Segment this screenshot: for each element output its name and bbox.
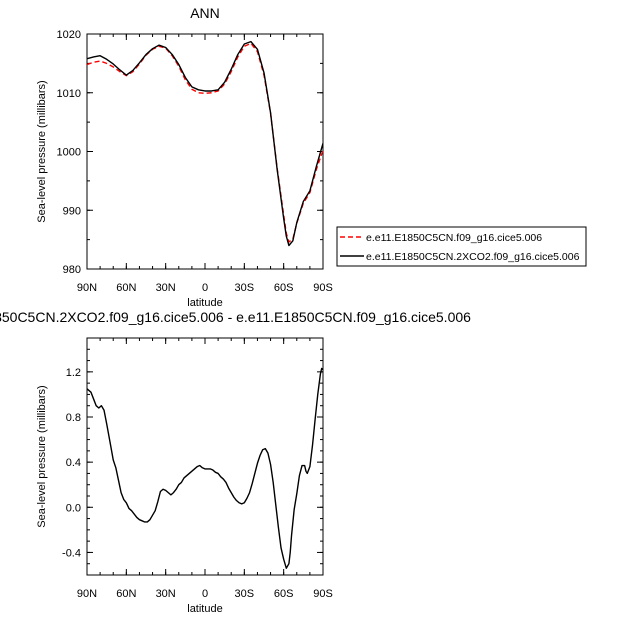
x-tick-label: 60S bbox=[274, 282, 294, 294]
x-tick-label: 90S bbox=[313, 588, 333, 600]
plot-frame bbox=[86, 337, 324, 576]
series-line-0 bbox=[87, 367, 323, 569]
x-axis-label: latitude bbox=[187, 603, 222, 615]
x-tick-label: 30N bbox=[156, 588, 176, 600]
x-tick-label: 90N bbox=[77, 588, 97, 600]
x-tick-label: 0 bbox=[202, 588, 208, 600]
x-tick-label: 90N bbox=[77, 282, 97, 294]
x-tick-label: 30N bbox=[156, 282, 176, 294]
series-line-0 bbox=[87, 42, 323, 243]
y-tick-label: 980 bbox=[63, 264, 81, 276]
legend-label: e.e11.E1850C5CN.2XCO2.f09_g16.cice5.006 bbox=[366, 251, 580, 263]
x-axis-label: latitude bbox=[187, 297, 222, 309]
y-tick-label: -0.4 bbox=[62, 547, 81, 559]
x-tick-label: 0 bbox=[202, 282, 208, 294]
y-tick-label: 0.8 bbox=[66, 412, 81, 424]
chart-title: ANN bbox=[190, 5, 220, 21]
y-tick-label: 990 bbox=[63, 205, 81, 217]
y-tick-label: 1020 bbox=[57, 29, 81, 41]
x-tick-label: 30S bbox=[235, 282, 255, 294]
x-tick-label: 60N bbox=[116, 282, 136, 294]
legend-box bbox=[336, 226, 587, 267]
panel-climatology: ANN 980 990 1000 1010 1020 90N 60N 30N 0 30S 60S 90S… bbox=[36, 5, 587, 309]
panel-difference: e.e11.E1850C5CN.2XCO2.f09_g16.cice5.006 … bbox=[0, 309, 471, 615]
plot-frame bbox=[86, 33, 324, 270]
chart-title: e.e11.E1850C5CN.2XCO2.f09_g16.cice5.006 … bbox=[0, 309, 471, 325]
y-tick-label: 1010 bbox=[57, 88, 81, 100]
y-axis-label: Sea-level pressure (millibars) bbox=[36, 385, 48, 527]
x-tick-label: 30S bbox=[235, 588, 255, 600]
y-tick-label: 1000 bbox=[57, 147, 81, 159]
y-tick-label: 1.2 bbox=[66, 367, 81, 379]
y-axis-label: Sea-level pressure (millibars) bbox=[36, 80, 48, 222]
x-tick-label: 60N bbox=[116, 588, 136, 600]
legend-label: e.e11.E1850C5CN.f09_g16.cice5.006 bbox=[366, 232, 542, 244]
x-tick-label: 90S bbox=[313, 282, 333, 294]
x-tick-label: 60S bbox=[274, 588, 294, 600]
y-tick-label: 0.4 bbox=[66, 457, 81, 469]
y-tick-label: 0.0 bbox=[66, 502, 81, 514]
series-line-1 bbox=[87, 40, 323, 247]
